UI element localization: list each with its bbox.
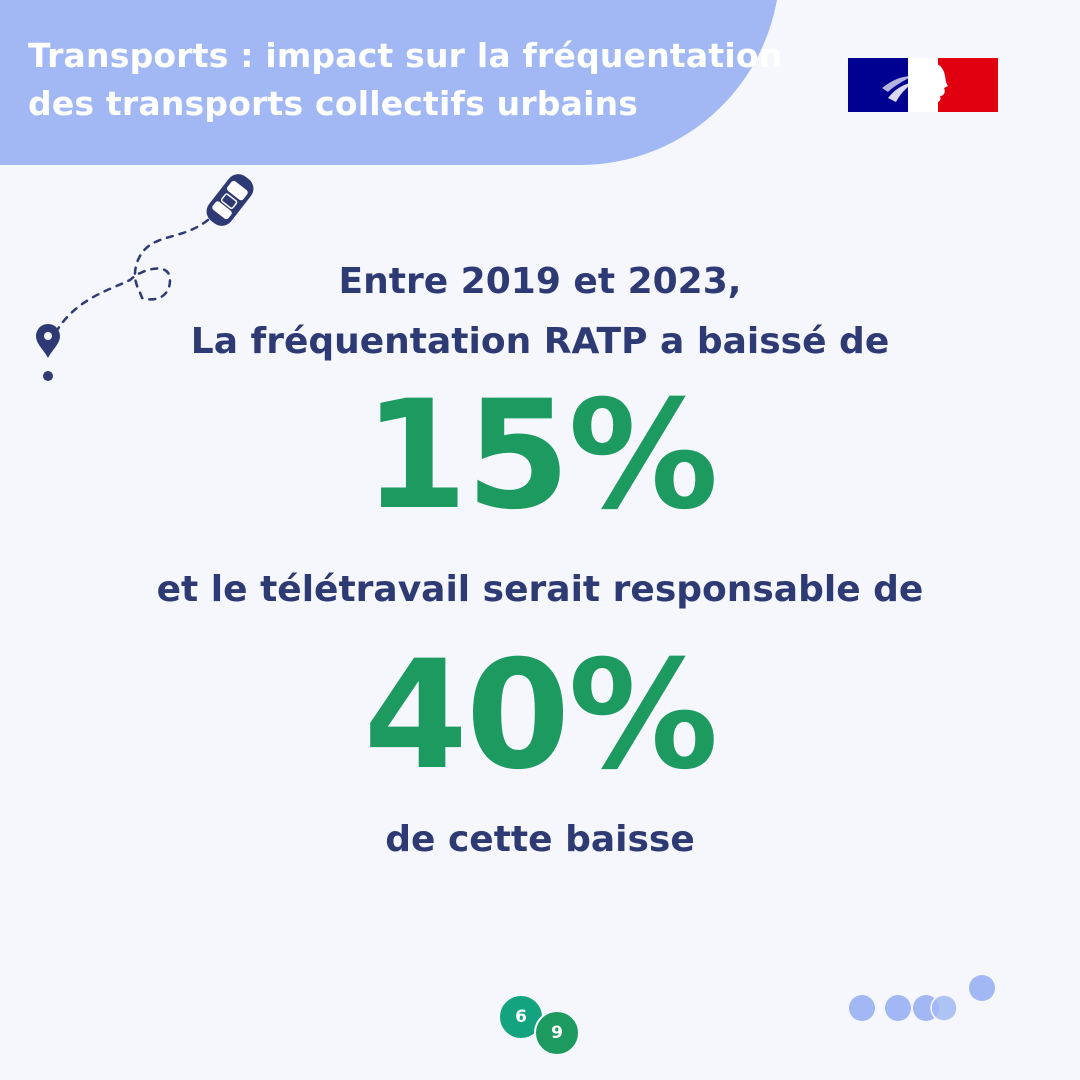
intro-line-2: La fréquentation RATP a baissé de <box>190 321 890 362</box>
dot-1 <box>849 995 875 1021</box>
header-banner <box>0 0 780 165</box>
logo-hair-strand-2 <box>882 76 912 92</box>
outro-text: de cette baisse <box>385 819 695 860</box>
intro-line-1: Entre 2019 et 2023, <box>338 261 742 302</box>
route-illustration <box>36 174 254 381</box>
logo-blue-band <box>848 58 908 112</box>
intro-text: Entre 2019 et 2023, La fréquentation RAT… <box>90 252 990 372</box>
total-pages-badge: 9 <box>534 1010 580 1056</box>
decorative-dots <box>849 975 995 1022</box>
car-icon <box>206 174 254 226</box>
dot-4 <box>930 994 958 1022</box>
title-line-2: des transports collectifs urbains <box>28 84 639 123</box>
stat-15-percent: 15% <box>363 369 718 543</box>
logo-red-band <box>938 58 998 112</box>
logo-profile <box>912 60 948 112</box>
dashed-route <box>50 218 210 342</box>
middle-text: et le télétravail serait responsable de <box>156 569 924 610</box>
page-indicator: 6 9 <box>498 994 588 1058</box>
logo-hair-strand-1 <box>888 82 914 102</box>
title-line-1: Transports : impact sur la fréquentation <box>28 36 783 75</box>
marianne-logo-icon <box>848 58 998 112</box>
stat-40-percent: 40% <box>363 629 718 803</box>
page-title: Transports : impact sur la fréquentation… <box>28 32 788 128</box>
dot-2 <box>885 995 911 1021</box>
dot-5 <box>969 975 995 1001</box>
location-pin-icon <box>36 324 60 381</box>
